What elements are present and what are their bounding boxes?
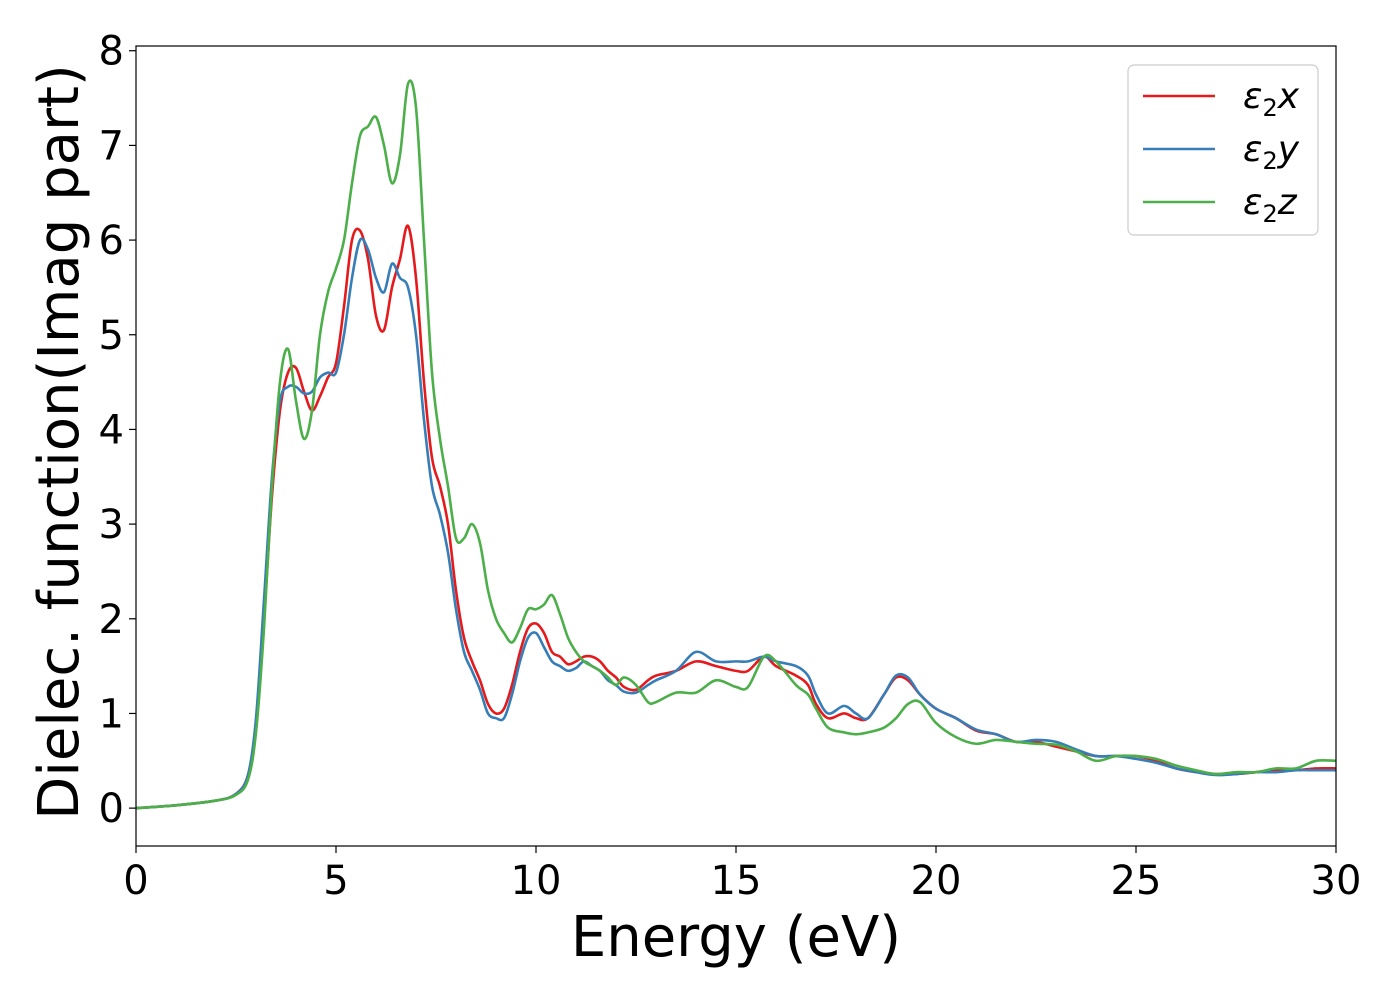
- x-tick-label: 10: [511, 858, 562, 904]
- legend-label-z: ε2z: [1243, 182, 1298, 228]
- y-tick-label: 3: [99, 502, 124, 548]
- series-lines: [135, 79, 1337, 810]
- y-tick-label: 8: [99, 29, 124, 75]
- y-axis: 0 1 2 3 4 5 6 7 8: [99, 29, 136, 832]
- legend-label-y: ε2y: [1243, 129, 1300, 175]
- x-axis: 0 5 10 15 20 25 30: [123, 846, 1361, 904]
- y-tick-label: 7: [99, 123, 124, 169]
- x-tick-label: 15: [711, 858, 762, 904]
- y-tick-label: 0: [99, 786, 124, 832]
- x-tick-label: 30: [1311, 858, 1362, 904]
- y-tick-label: 5: [99, 313, 124, 359]
- legend: ε2x ε2y ε2z: [1127, 64, 1319, 236]
- y-axis-label: Dielec. function(Imag part): [27, 64, 92, 820]
- series-line-z: [135, 79, 1337, 810]
- y-tick-label: 1: [99, 691, 124, 737]
- y-tick-label: 2: [99, 597, 124, 643]
- x-tick-label: 0: [123, 858, 148, 904]
- x-tick-label: 25: [1111, 858, 1162, 904]
- y-tick-label: 4: [99, 407, 124, 453]
- series-line-y: [135, 237, 1336, 810]
- series-line-x: [135, 224, 1337, 810]
- legend-box: [1127, 64, 1319, 236]
- x-axis-label: Energy (eV): [571, 905, 901, 970]
- x-tick-label: 20: [911, 858, 962, 904]
- x-tick-label: 5: [323, 858, 348, 904]
- y-tick-label: 6: [99, 218, 124, 264]
- legend-label-x: ε2x: [1243, 76, 1300, 122]
